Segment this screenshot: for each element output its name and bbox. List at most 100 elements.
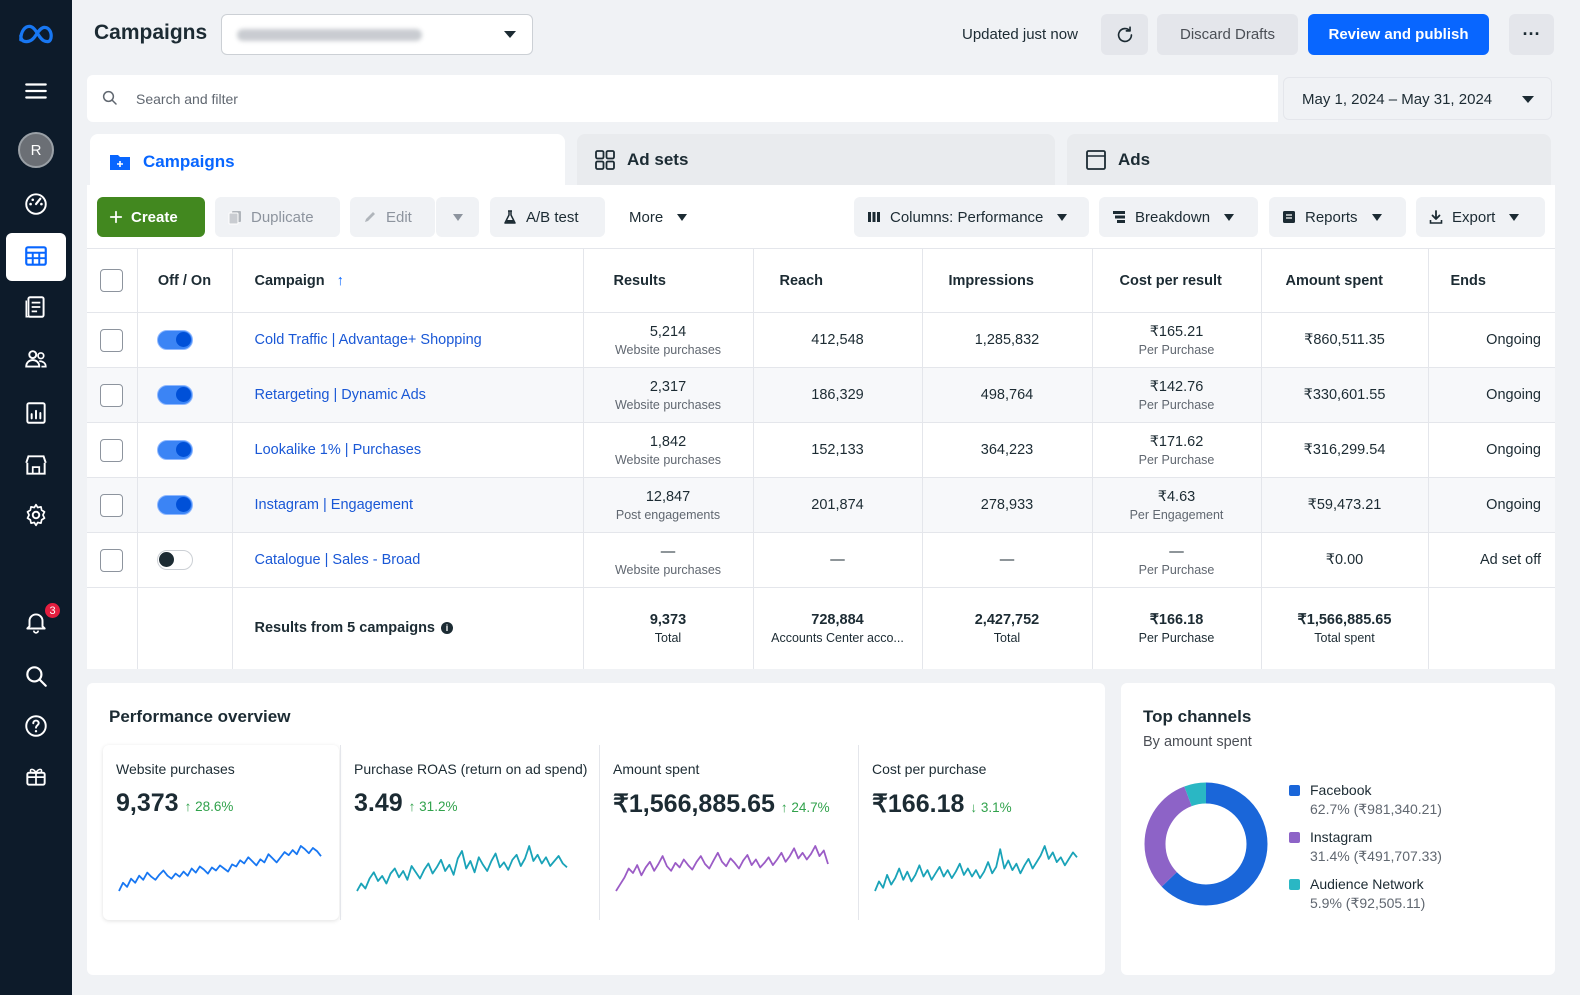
refresh-button[interactable] — [1101, 14, 1148, 55]
notifications-bell-icon[interactable] — [18, 604, 54, 640]
campaign-name-link[interactable]: Retargeting | Dynamic Ads — [232, 367, 584, 423]
ab-test-button[interactable]: A/B test — [490, 197, 605, 237]
amount-spent-value: ₹330,601.55 — [1303, 387, 1386, 403]
discard-drafts-button[interactable]: Discard Drafts — [1157, 14, 1298, 55]
settings-gear-icon[interactable] — [18, 497, 54, 533]
table-row[interactable]: Lookalike 1% | Purchases 1,842 Website pur… — [87, 422, 1555, 478]
help-icon[interactable] — [18, 708, 54, 744]
kpi-purchase-roas[interactable]: Purchase ROAS (return on ad spend) 3.49 ↑… — [340, 745, 600, 920]
campaign-toggle[interactable] — [156, 330, 193, 350]
select-all-checkbox[interactable] — [100, 269, 123, 292]
amount-spent-value: ₹59,473.21 — [1307, 497, 1382, 513]
ad-account-selector[interactable] — [221, 14, 533, 55]
ends-value: Ad set off — [1428, 532, 1555, 588]
col-header-cost-per-result[interactable]: Cost per result — [1092, 248, 1262, 313]
pencil-icon — [365, 212, 375, 222]
kpi-website-purchases[interactable]: Website purchases 9,373 ↑ 28.6% — [103, 745, 339, 920]
export-label: Export — [1452, 208, 1496, 226]
campaign-name-link[interactable]: Cold Traffic | Advantage+ Shopping — [232, 312, 584, 368]
search-icon[interactable] — [18, 658, 54, 694]
amount-spent-value: ₹860,511.35 — [1304, 332, 1385, 348]
updated-status: Updated just now — [962, 26, 1078, 43]
campaign-toggle[interactable] — [156, 495, 193, 515]
kpi-cost-per-purchase[interactable]: Cost per purchase ₹166.18 ↓ 3.1% — [858, 745, 1090, 920]
row-checkbox[interactable] — [100, 383, 123, 407]
col-header-impressions[interactable]: Impressions — [922, 248, 1093, 313]
pages-icon[interactable] — [18, 289, 54, 325]
table-row[interactable]: Cold Traffic | Advantage+ Shopping 5,214 W… — [87, 312, 1555, 368]
legend-value: 31.4% (₹491,707.33) — [1310, 848, 1442, 864]
campaign-toggle[interactable] — [156, 385, 193, 405]
reach-value: — — [830, 552, 845, 568]
legend-swatch — [1289, 879, 1300, 890]
chevron-down-icon — [452, 213, 463, 221]
kpi-amount-spent[interactable]: Amount spent ₹1,566,885.65 ↑ 24.7% — [599, 745, 859, 920]
campaign-name-link[interactable]: Instagram | Engagement — [232, 477, 584, 533]
audiences-icon[interactable] — [18, 341, 54, 377]
reports-chart-icon[interactable] — [18, 395, 54, 431]
ad-icon — [1086, 150, 1106, 170]
chevron-down-icon — [1522, 96, 1534, 103]
date-range-picker[interactable]: May 1, 2024 – May 31, 2024 — [1283, 77, 1552, 120]
results-value: 2,317 — [649, 378, 687, 395]
reports-button[interactable]: Reports — [1269, 197, 1406, 237]
plus-icon — [109, 210, 123, 224]
table-row[interactable]: Instagram | Engagement 12,847 Post engagem… — [87, 477, 1555, 533]
campaign-toggle[interactable] — [156, 440, 193, 460]
performance-overview-title: Performance overview — [109, 707, 291, 726]
export-button[interactable]: Export — [1416, 197, 1545, 237]
row-checkbox[interactable] — [100, 438, 123, 462]
col-header-off-on[interactable]: Off / On — [137, 248, 233, 313]
total-spent: ₹1,566,885.65 — [1297, 611, 1392, 628]
table-row[interactable]: Catalogue | Sales - Broad — Website purcha… — [87, 532, 1555, 588]
row-checkbox[interactable] — [100, 328, 123, 352]
create-button[interactable]: Create — [97, 197, 205, 237]
tab-ad-sets[interactable]: Ad sets — [577, 134, 1055, 186]
tab-campaigns[interactable]: Campaigns — [90, 134, 565, 189]
columns-button[interactable]: Columns: Performance — [854, 197, 1089, 237]
col-header-reach[interactable]: Reach — [753, 248, 923, 313]
search-input[interactable]: Search and filter — [136, 91, 238, 107]
more-button[interactable]: More — [617, 197, 703, 237]
row-checkbox[interactable] — [100, 548, 123, 572]
kpi-sparkline — [118, 845, 322, 892]
campaigns-table-icon[interactable] — [18, 238, 54, 274]
feedback-icon[interactable] — [18, 758, 54, 794]
edit-options-dropdown[interactable] — [436, 197, 479, 237]
impressions-value: 498,764 — [980, 387, 1034, 403]
donut-slice-audience-network[interactable] — [1144, 782, 1268, 906]
kpi-value: ₹1,566,885.65 — [613, 790, 775, 818]
row-checkbox[interactable] — [100, 493, 123, 517]
cost-per-result-type: Per Purchase — [1138, 397, 1215, 412]
col-header-results[interactable]: Results — [583, 248, 754, 313]
dashboard-gauge-icon[interactable] — [18, 185, 54, 221]
edit-button[interactable]: Edit — [350, 197, 435, 237]
menu-icon[interactable] — [18, 73, 54, 109]
more-label: More — [629, 208, 664, 226]
tab-ads[interactable]: Ads — [1067, 134, 1551, 186]
avatar[interactable]: R — [18, 132, 54, 168]
table-row[interactable]: Retargeting | Dynamic Ads 2,317 Website pu… — [87, 367, 1555, 423]
chevron-down-icon — [1371, 213, 1382, 221]
impressions-value: 364,223 — [980, 442, 1034, 458]
review-and-publish-button[interactable]: Review and publish — [1308, 14, 1489, 55]
breakdown-button[interactable]: Breakdown — [1099, 197, 1258, 237]
campaign-name-link[interactable]: Lookalike 1% | Purchases — [232, 422, 584, 478]
col-header-ends[interactable]: Ends — [1428, 248, 1555, 313]
donut-slice-instagram[interactable] — [1144, 782, 1268, 906]
duplicate-button[interactable]: Duplicate — [215, 197, 340, 237]
results-value: 1,842 — [649, 433, 687, 450]
meta-logo-icon[interactable] — [16, 16, 56, 52]
col-header-amount-spent[interactable]: Amount spent — [1261, 248, 1429, 313]
cost-per-result-type: Per Purchase — [1138, 562, 1215, 577]
campaign-name-link[interactable]: Catalogue | Sales - Broad — [232, 532, 584, 588]
col-header-campaign[interactable]: Campaign ↑ — [232, 248, 584, 313]
total-impressions: 2,427,752 — [974, 611, 1040, 628]
folder-icon — [110, 154, 130, 170]
campaign-toggle[interactable] — [156, 550, 193, 570]
totals-label: Results from 5 campaigns — [254, 620, 436, 637]
business-store-icon[interactable] — [18, 447, 54, 483]
info-icon[interactable]: i — [441, 622, 453, 635]
more-options-button[interactable]: ··· — [1509, 14, 1554, 55]
search-and-filter-bar[interactable]: Search and filter — [87, 75, 1278, 122]
